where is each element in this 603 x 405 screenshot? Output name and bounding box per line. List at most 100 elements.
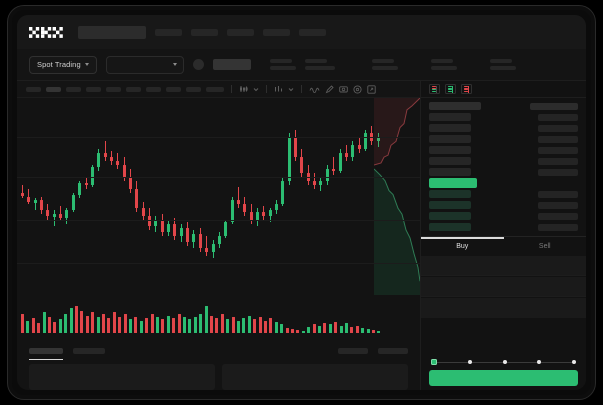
nav-item-4[interactable] — [263, 28, 290, 36]
slider-stop-75[interactable] — [537, 360, 542, 364]
nav-item-5[interactable] — [299, 28, 326, 36]
pencil-icon[interactable] — [325, 84, 334, 94]
tab-sell[interactable]: Sell — [504, 237, 587, 256]
interval-button-8[interactable] — [166, 86, 181, 92]
orderbook-bid-row[interactable] — [429, 190, 578, 198]
orderbook-ask-row[interactable] — [429, 157, 578, 165]
candlestick-icon[interactable] — [239, 85, 248, 93]
candle — [90, 98, 94, 295]
candle — [27, 98, 31, 295]
candle — [300, 98, 304, 295]
candle — [103, 98, 107, 295]
chevron-down-icon[interactable] — [288, 87, 294, 92]
volume-bar — [307, 326, 311, 333]
candle — [236, 98, 240, 295]
tab-order-history[interactable] — [73, 348, 105, 354]
candle — [344, 98, 348, 295]
candle — [192, 98, 196, 295]
volume-bar — [156, 316, 159, 333]
bottom-action-1[interactable] — [338, 348, 368, 354]
chevron-down-icon — [172, 63, 177, 66]
candle — [135, 98, 139, 295]
volume-bar — [166, 315, 170, 333]
percent-slider[interactable] — [421, 354, 586, 370]
orderbook-price — [429, 113, 471, 121]
orderbook-amount — [538, 157, 578, 165]
orderbook-ask-row[interactable] — [429, 113, 578, 121]
volume-bar — [139, 320, 143, 333]
search-input[interactable] — [78, 25, 146, 39]
volume-bar — [301, 330, 305, 333]
orderbook-rows[interactable] — [421, 98, 586, 236]
orderbook-price — [429, 178, 477, 188]
candle — [160, 98, 164, 295]
nav-item-1[interactable] — [155, 28, 182, 36]
bottom-action-2[interactable] — [378, 348, 408, 354]
amount-field[interactable] — [421, 277, 586, 297]
interval-button-1[interactable] — [26, 86, 41, 92]
nav-item-2[interactable] — [191, 28, 218, 36]
orderbook-view-asks-icon[interactable] — [461, 84, 472, 94]
candle — [122, 98, 126, 295]
volume-bar — [318, 325, 321, 333]
indicators-icon[interactable] — [274, 85, 283, 93]
tab-open-orders[interactable] — [29, 348, 63, 360]
volume-bar — [96, 316, 100, 333]
orderbook-amount — [538, 146, 578, 154]
price-field[interactable] — [421, 256, 586, 276]
volume-bar — [366, 329, 370, 333]
nav-item-3[interactable] — [227, 28, 254, 36]
orderbook-ask-row[interactable] — [429, 146, 578, 154]
candle — [59, 98, 63, 295]
interval-button-9[interactable] — [186, 86, 201, 92]
interval-button-6[interactable] — [126, 86, 141, 92]
okx-logo[interactable] — [29, 26, 63, 38]
interval-button-3[interactable] — [66, 86, 81, 92]
trading-mode-button[interactable]: Spot Trading — [29, 55, 97, 74]
bottom-panel-right[interactable] — [222, 364, 408, 390]
candle — [287, 98, 291, 295]
interval-button-10[interactable] — [206, 86, 224, 92]
orderbook-bid-row[interactable] — [429, 201, 578, 209]
orderbook-header-row[interactable] — [429, 102, 578, 110]
toolbar-divider — [231, 85, 232, 93]
slider-stop-50[interactable] — [502, 360, 507, 364]
volume-bar — [123, 314, 127, 333]
orderbook-amount — [538, 212, 578, 220]
orderbook-last-price-row[interactable] — [429, 178, 578, 188]
slider-stop-25[interactable] — [467, 360, 472, 364]
submit-buy-button[interactable] — [429, 370, 578, 386]
orderbook-ask-row[interactable] — [429, 135, 578, 143]
orderbook-bid-row[interactable] — [429, 212, 578, 220]
tab-buy[interactable]: Buy — [421, 237, 504, 256]
settings-icon[interactable] — [353, 84, 362, 94]
volume-bar — [42, 311, 46, 333]
slider-stop-100[interactable] — [572, 360, 576, 364]
bottom-panel-left[interactable] — [29, 364, 215, 390]
candle — [313, 98, 317, 295]
total-field[interactable] — [421, 298, 586, 318]
volume-bar — [26, 320, 30, 333]
interval-button-7[interactable] — [146, 86, 161, 92]
orderbook-ask-row[interactable] — [429, 124, 578, 132]
orderbook-view-both-icon[interactable] — [429, 84, 440, 94]
interval-button-4[interactable] — [86, 86, 101, 92]
volume-bar — [291, 329, 294, 333]
trading-pair-select[interactable] — [105, 55, 184, 74]
candle — [109, 98, 113, 295]
fullscreen-icon[interactable] — [367, 84, 376, 94]
camera-icon[interactable] — [339, 85, 348, 93]
wave-icon[interactable] — [309, 86, 320, 93]
chevron-down-icon[interactable] — [253, 87, 259, 92]
tab-buy-label: Buy — [456, 243, 469, 250]
interval-button-5[interactable] — [106, 86, 121, 92]
candle — [78, 98, 82, 295]
candlestick-chart[interactable] — [17, 98, 420, 295]
interval-button-2[interactable] — [46, 86, 61, 92]
slider-handle[interactable] — [431, 359, 437, 365]
orderbook-ask-row[interactable] — [429, 168, 578, 176]
candle — [376, 98, 380, 295]
orderbook-bid-row[interactable] — [429, 223, 578, 231]
orderbook-view-bids-icon[interactable] — [445, 84, 456, 94]
orderbook-price — [429, 212, 471, 220]
